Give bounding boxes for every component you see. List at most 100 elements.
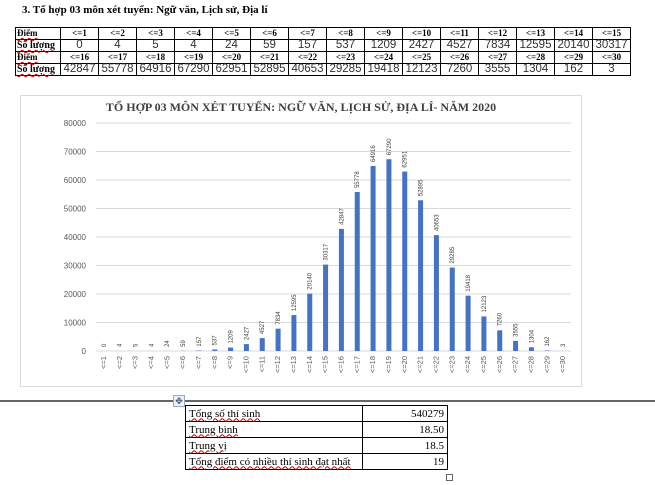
score-cell: <=14 bbox=[554, 27, 593, 40]
bar bbox=[338, 228, 344, 351]
score-cell: <=21 bbox=[250, 51, 289, 64]
bar-chart[interactable]: TỔ HỢP 03 MÔN XÉT TUYỂN: NGỮ VĂN, LỊCH S… bbox=[20, 95, 582, 387]
data-label: 4527 bbox=[260, 320, 266, 334]
score-row: Điểm <=16 <=17 <=18 <=19 <=20 <=21 <=22 <=23 <=24… bbox=[15, 51, 631, 64]
stats-row: Trung vị 18.5 bbox=[185, 437, 448, 454]
data-label: 12123 bbox=[482, 295, 488, 312]
score-cell: <=13 bbox=[516, 27, 555, 40]
x-tick-label: <=14 bbox=[305, 356, 314, 373]
x-tick-label: <=2 bbox=[115, 356, 124, 369]
stats-row: Trung bình 18.50 bbox=[185, 421, 448, 438]
data-label: 55778 bbox=[355, 171, 361, 188]
x-tick-label: <=3 bbox=[131, 356, 140, 369]
x-tick-label: <=29 bbox=[542, 356, 551, 373]
data-label: 29285 bbox=[450, 246, 456, 263]
stat-label: Tổng số thí sinh bbox=[185, 405, 363, 422]
data-label: 2427 bbox=[244, 326, 250, 340]
x-tick-label: <=10 bbox=[241, 356, 250, 373]
data-label: 7260 bbox=[498, 312, 504, 326]
bar bbox=[528, 347, 534, 351]
data-label: 3555 bbox=[514, 323, 520, 337]
score-cell: <=16 bbox=[60, 51, 99, 64]
x-tick-label: <=5 bbox=[162, 356, 171, 369]
x-tick-label: <=21 bbox=[416, 356, 425, 373]
count-row: Số lượng 0 4 5 4 24 59 157 537 1209 2427 4527 7834 12… bbox=[15, 39, 631, 52]
score-cell: <=2 bbox=[98, 27, 137, 40]
score-cell: <=30 bbox=[592, 51, 631, 64]
data-label: 4 bbox=[149, 343, 155, 347]
count-cell: 5 bbox=[136, 39, 175, 52]
horizontal-rule bbox=[0, 400, 655, 402]
count-cell: 19418 bbox=[364, 63, 403, 76]
x-tick-label: <=4 bbox=[146, 356, 155, 369]
score-distribution-table: Điểm <=1 <=2 <=3 <=4 <=5 <=6 <=7 <=8 <=9 <=10 <=11 <… bbox=[15, 27, 631, 76]
count-cell: 1209 bbox=[364, 39, 403, 52]
count-cell: 42847 bbox=[60, 63, 99, 76]
x-tick-label: <=22 bbox=[431, 356, 440, 373]
bar bbox=[465, 295, 471, 351]
data-label: 3 bbox=[561, 343, 567, 347]
score-cell: <=22 bbox=[288, 51, 327, 64]
data-label: 4 bbox=[118, 343, 124, 347]
bar bbox=[449, 267, 455, 351]
bar bbox=[386, 159, 392, 351]
count-cell: 67290 bbox=[174, 63, 213, 76]
bar bbox=[497, 330, 503, 351]
x-tick-label: <=17 bbox=[352, 356, 361, 373]
score-row: Điểm <=1 <=2 <=3 <=4 <=5 <=6 <=7 <=8 <=9 <=10 <=11 <… bbox=[15, 27, 631, 40]
data-label: 1304 bbox=[529, 329, 535, 343]
count-row: Số lượng 42847 55778 64916 67290 62951 52895 40… bbox=[15, 63, 631, 76]
x-tick-label: <=25 bbox=[479, 356, 488, 373]
data-label: 12595 bbox=[292, 294, 298, 311]
bar bbox=[370, 165, 376, 351]
score-cell: <=18 bbox=[136, 51, 175, 64]
data-label: 157 bbox=[197, 336, 203, 347]
count-cell: 537 bbox=[326, 39, 365, 52]
stat-label: Trung bình bbox=[185, 421, 363, 438]
stat-value: 18.5 bbox=[362, 437, 448, 454]
count-cell: 52895 bbox=[250, 63, 289, 76]
bar bbox=[433, 235, 439, 351]
score-cell: <=9 bbox=[364, 27, 403, 40]
table-resize-handle[interactable] bbox=[446, 474, 453, 481]
bar bbox=[354, 192, 360, 351]
count-cell: 4527 bbox=[440, 39, 479, 52]
x-tick-label: <=16 bbox=[336, 356, 345, 373]
x-tick-label: <=8 bbox=[210, 356, 219, 369]
bar bbox=[402, 171, 408, 351]
data-label: 20140 bbox=[308, 272, 314, 289]
score-cell: <=17 bbox=[98, 51, 137, 64]
count-cell: 157 bbox=[288, 39, 327, 52]
count-cell: 7260 bbox=[440, 63, 479, 76]
score-cell: <=1 bbox=[60, 27, 99, 40]
score-cell: <=29 bbox=[554, 51, 593, 64]
score-cell: <=19 bbox=[174, 51, 213, 64]
x-tick-label: <=30 bbox=[558, 356, 567, 373]
data-label: 162 bbox=[545, 336, 551, 347]
count-cell: 7834 bbox=[478, 39, 517, 52]
score-cell: <=23 bbox=[326, 51, 365, 64]
x-tick-label: <=27 bbox=[511, 356, 520, 373]
count-cell: 55778 bbox=[98, 63, 137, 76]
stat-label: Tổng điểm có nhiều thí sinh đạt nhất bbox=[185, 453, 363, 470]
score-cell: <=6 bbox=[250, 27, 289, 40]
stat-value: 540279 bbox=[362, 405, 448, 422]
y-tick-label: 80000 bbox=[64, 119, 87, 128]
count-cell: 30317 bbox=[592, 39, 631, 52]
bar bbox=[259, 338, 265, 351]
x-tick-label: <=20 bbox=[400, 356, 409, 373]
stat-value: 18.50 bbox=[362, 421, 448, 438]
count-cell: 3 bbox=[592, 63, 631, 76]
count-cell: 12595 bbox=[516, 39, 555, 52]
table-move-handle-icon[interactable]: ✥ bbox=[173, 395, 185, 407]
stat-label: Trung vị bbox=[185, 437, 363, 454]
score-cell: <=26 bbox=[440, 51, 479, 64]
x-tick-label: <=15 bbox=[321, 356, 330, 373]
y-tick-label: 0 bbox=[82, 347, 87, 356]
x-tick-label: <=12 bbox=[273, 356, 282, 373]
bar bbox=[275, 328, 281, 351]
x-tick-label: <=9 bbox=[226, 356, 235, 369]
x-tick-label: <=1 bbox=[99, 356, 108, 369]
bar bbox=[291, 315, 297, 351]
x-tick-label: <=19 bbox=[384, 356, 393, 373]
